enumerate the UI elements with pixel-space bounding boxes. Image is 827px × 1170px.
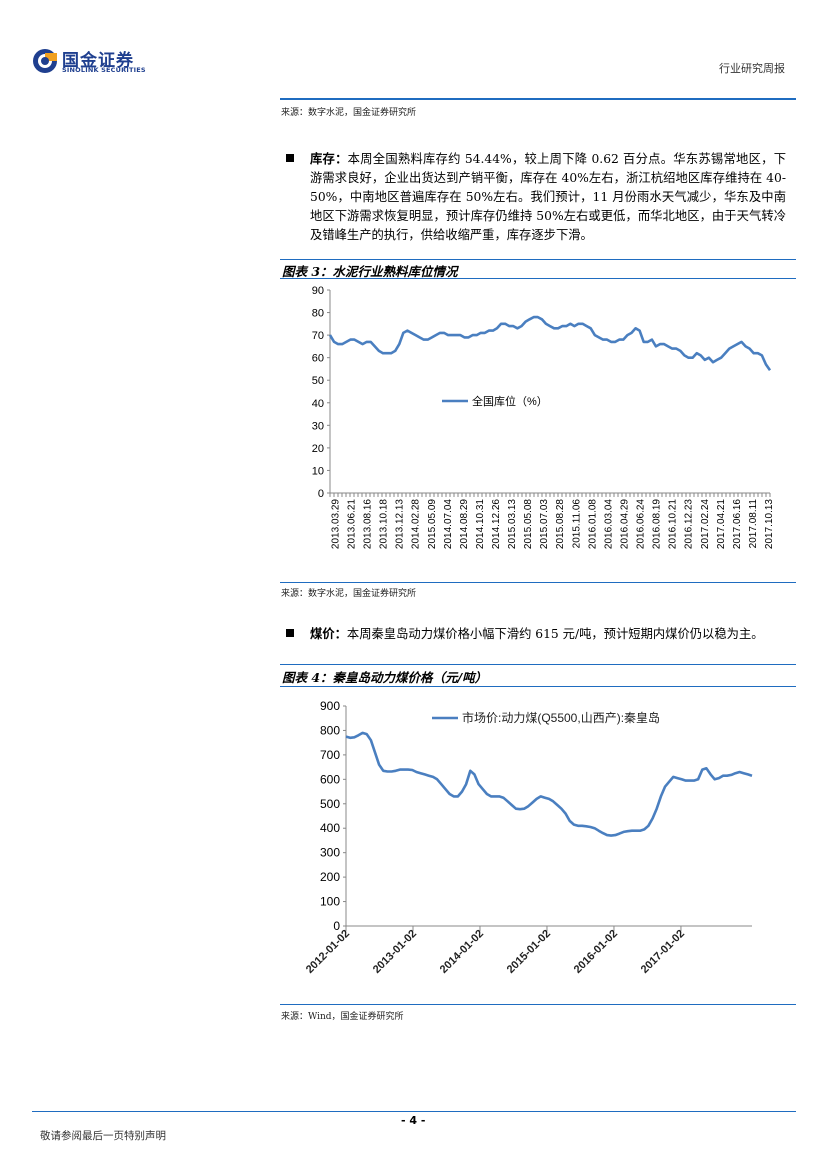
- coal-label: 煤价：: [310, 626, 347, 641]
- inventory-paragraph: 库存：本周全国熟料库存约 54.44%，较上周下降 0.62 百分点。华东苏锡常…: [286, 149, 786, 245]
- x-tick-label: 2014.08.29: [459, 499, 470, 549]
- y-tick-label: 800: [320, 723, 340, 737]
- fig4-title: 图表 4：秦皇岛动力煤价格（元/吨）: [282, 670, 488, 685]
- logo-english-name: SINOLINK SECURITIES: [62, 66, 146, 74]
- y-tick-label: 700: [320, 748, 340, 762]
- logo-chinese-name: 国金证券: [62, 51, 134, 71]
- y-tick-label: 0: [333, 919, 340, 933]
- inventory-label: 库存：: [310, 151, 348, 166]
- y-tick-label: 300: [320, 846, 340, 860]
- x-tick-label: 2017.08.11: [748, 499, 759, 549]
- coal-legend-label: 市场价:动力煤(Q5500,山西产):秦皇岛: [462, 710, 660, 725]
- coal-text: 本周秦皇岛动力煤价格小幅下滑约 615 元/吨，预计短期内煤价仍以稳为主。: [346, 627, 764, 641]
- inventory-chart: 0 10 20 30 40 50 60 70 80 90 2013.03.29 2013.06.21…: [312, 285, 775, 549]
- x-tick-label: 2013.03.29: [330, 499, 341, 549]
- y-tick-label: 100: [320, 895, 340, 909]
- footer-rule: [32, 1111, 796, 1112]
- top-source-note: 来源：数字水泥，国金证券研究所: [281, 108, 417, 118]
- coal-paragraph: 煤价：本周秦皇岛动力煤价格小幅下滑约 615 元/吨，预计短期内煤价仍以稳为主。: [286, 624, 786, 644]
- y-tick-label: 10: [312, 465, 324, 477]
- fig4-source-note: 来源：Wind，国金证券研究所: [281, 1012, 404, 1022]
- x-tick-label: 2016.01.08: [587, 499, 598, 549]
- coal-chart-x-axis: 2012-01-02 2013-01-02 2014-01-02 2015-01-02…: [304, 925, 752, 976]
- x-tick-label: 2017.10.13: [764, 499, 775, 549]
- x-tick-label: 2016.04.29: [619, 499, 630, 549]
- x-tick-label: 2013.10.18: [379, 499, 390, 549]
- x-tick-label: 2015.05.08: [523, 499, 534, 549]
- x-tick-label: 2013-01-02: [371, 928, 419, 976]
- inventory-text: 本周全国熟料库存约 54.44%，较上周下降 0.62 百分点。华东苏锡常地区，…: [310, 152, 786, 242]
- top-divider: [280, 98, 796, 100]
- fig4-top-rule: [280, 664, 796, 665]
- x-tick-label: 2017-01-02: [639, 928, 687, 976]
- page-number: - 4 -: [401, 1114, 426, 1127]
- x-tick-label: 2016.08.19: [652, 499, 663, 549]
- x-tick-label: 2015-01-02: [505, 928, 553, 976]
- y-tick-label: 30: [312, 420, 324, 432]
- y-tick-label: 70: [312, 330, 324, 342]
- x-tick-label: 2016.06.24: [636, 499, 647, 549]
- sinolink-logo-icon: [33, 49, 57, 73]
- y-tick-label: 900: [320, 699, 340, 713]
- coal-chart-y-axis: 0 100 200 300 400 500 600 700 800 900: [320, 699, 347, 933]
- fig3-title-rule: [280, 278, 796, 279]
- x-tick-label: 2016.10.21: [668, 499, 679, 549]
- x-tick-label: 2013.12.13: [395, 499, 406, 549]
- x-tick-label: 2015.08.28: [555, 499, 566, 549]
- x-tick-label: 2017.04.21: [716, 499, 727, 549]
- y-tick-label: 90: [312, 285, 324, 297]
- y-tick-label: 60: [312, 353, 324, 365]
- x-tick-label: 2014.10.31: [475, 499, 486, 549]
- x-tick-label: 2015.05.09: [427, 499, 438, 549]
- x-tick-label: 2016.12.23: [684, 499, 695, 549]
- x-tick-label: 2014.07.04: [443, 499, 454, 549]
- inventory-series-line: [328, 315, 772, 371]
- x-tick-label: 2017.06.16: [732, 499, 743, 549]
- x-tick-label: 2012-01-02: [304, 928, 352, 976]
- x-tick-label: 2014-01-02: [438, 928, 486, 976]
- x-tick-label: 2016.03.04: [603, 499, 614, 549]
- inventory-chart-x-axis: 2013.03.29 2013.06.21 2013.08.16 2013.10.18…: [329, 492, 775, 549]
- y-tick-label: 400: [320, 821, 340, 835]
- fig4-bottom-rule: [280, 1004, 796, 1005]
- report-type-label: 行业研究周报: [719, 62, 785, 75]
- x-tick-label: 2015.03.13: [507, 499, 518, 549]
- y-tick-label: 20: [312, 443, 324, 455]
- bullet-square-icon: [286, 154, 294, 162]
- x-tick-label: 2015.11.06: [571, 499, 582, 549]
- y-tick-label: 600: [320, 772, 340, 786]
- x-tick-label: 2017.02.24: [700, 499, 711, 549]
- y-tick-label: 40: [312, 398, 324, 410]
- y-tick-label: 50: [312, 375, 324, 387]
- bullet-square-icon: [286, 629, 294, 637]
- x-tick-label: 2013.06.21: [346, 499, 357, 549]
- y-tick-label: 500: [320, 797, 340, 811]
- x-tick-label: 2016-01-02: [572, 928, 620, 976]
- y-tick-label: 80: [312, 308, 324, 320]
- inventory-legend-label: 全国库位（%）: [472, 394, 548, 408]
- fig3-source-note: 来源：数字水泥，国金证券研究所: [281, 589, 417, 599]
- x-tick-label: 2014.02.28: [411, 499, 422, 549]
- x-tick-label: 2015.07.03: [539, 499, 550, 549]
- footer-disclaimer: 敬请参阅最后一页特别声明: [40, 1130, 166, 1142]
- x-tick-label: 2013.08.16: [363, 499, 374, 549]
- coal-series-line: [345, 731, 753, 837]
- y-tick-label: 0: [318, 488, 324, 500]
- fig3-title: 图表 3：水泥行业熟料库位情况: [282, 264, 458, 279]
- y-tick-label: 200: [320, 870, 340, 884]
- x-tick-label: 2014.12.26: [491, 499, 502, 549]
- fig4-title-rule: [280, 686, 796, 687]
- fig3-top-rule: [280, 259, 796, 260]
- fig3-bottom-rule: [280, 582, 796, 583]
- inventory-chart-y-axis: 0 10 20 30 40 50 60 70 80 90: [312, 285, 331, 500]
